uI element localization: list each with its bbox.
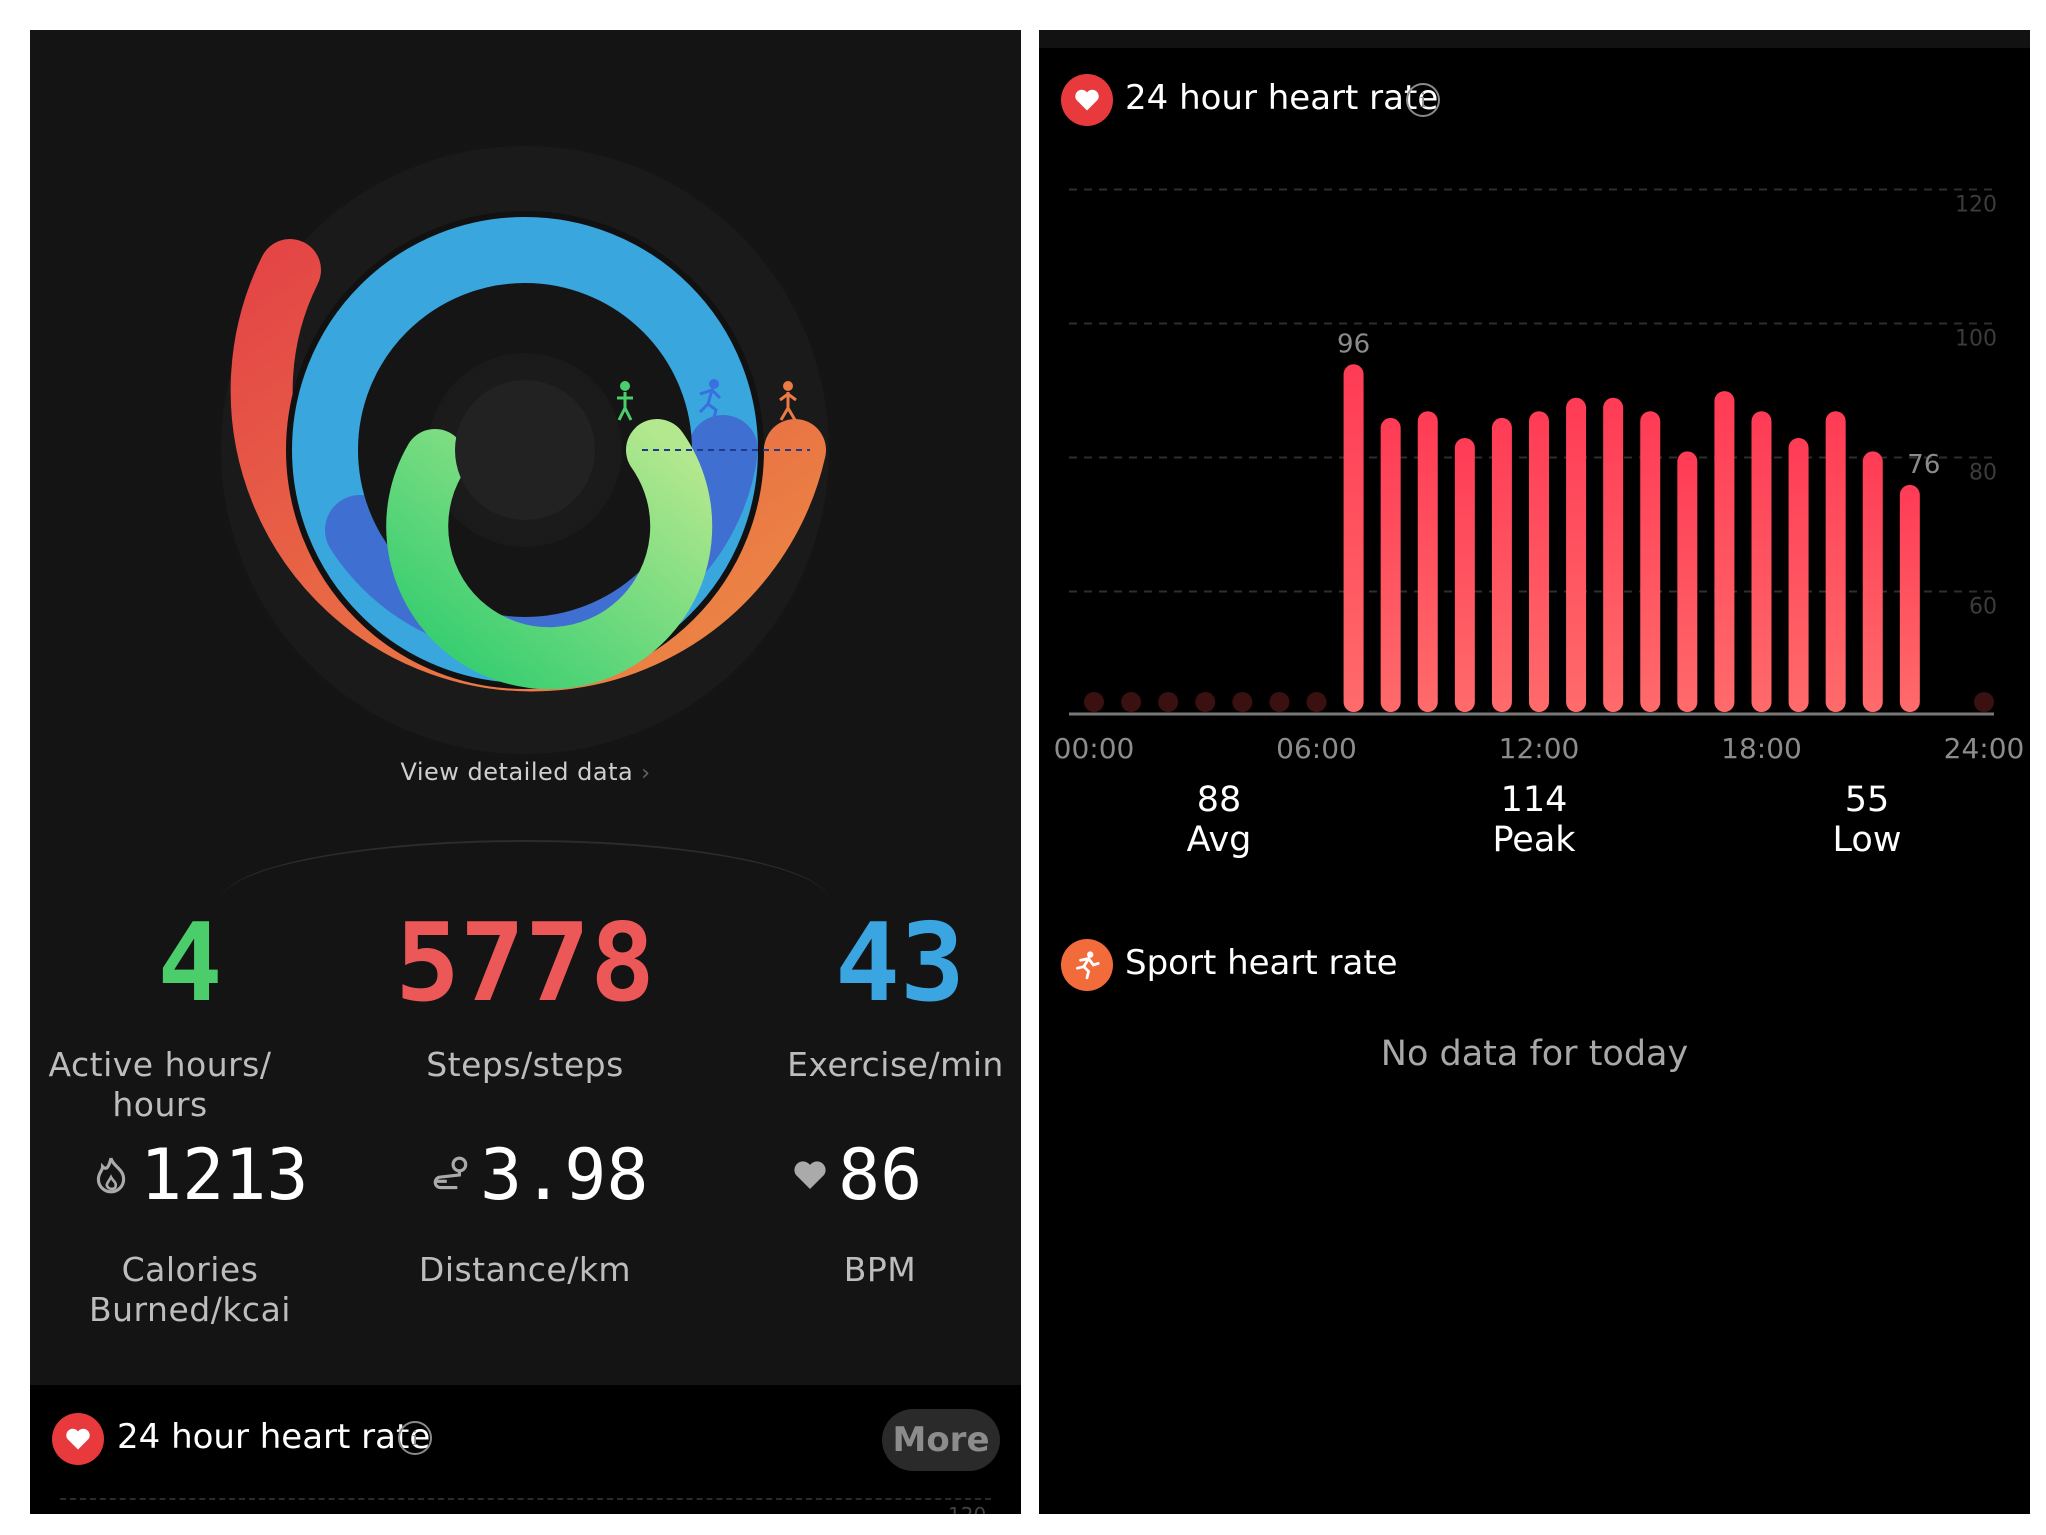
calories-stat: 1213 bbox=[90, 1140, 309, 1210]
heart-icon bbox=[794, 1161, 826, 1189]
steps-label: Steps/steps bbox=[426, 1045, 624, 1084]
y-tick-label: 60 bbox=[1969, 595, 1997, 620]
heart-rate-bar bbox=[1491, 417, 1512, 712]
active-hours-label-line2: hours bbox=[112, 1085, 208, 1124]
x-tick-label: 06:00 bbox=[1276, 732, 1357, 765]
steps-ring bbox=[386, 419, 713, 690]
activity-rings[interactable]: View detailed data › bbox=[30, 30, 1021, 790]
empty-hour-marker bbox=[1084, 692, 1104, 712]
heart-rate-bar bbox=[1529, 411, 1549, 712]
heart-rate-bar bbox=[1899, 484, 1920, 712]
summary-peak: 114 Peak bbox=[1434, 780, 1634, 860]
bar-value-label: 76 bbox=[1907, 450, 1940, 480]
heart-rate-bar bbox=[1454, 438, 1475, 712]
exercise-label: Exercise/min bbox=[787, 1045, 1004, 1084]
y-tick-label: 120 bbox=[1955, 193, 1997, 218]
heart-rate-card[interactable]: 24 hour heart rate i More 120 bbox=[30, 1385, 1021, 1514]
more-button[interactable]: More bbox=[882, 1409, 1000, 1471]
bpm-stat: 86 bbox=[790, 1140, 922, 1210]
heart-rate-bar bbox=[1825, 411, 1846, 712]
sport-heart-rate-title: Sport heart rate bbox=[1125, 943, 1398, 983]
active-hours-label-line1: Active hours/ bbox=[48, 1045, 272, 1084]
person-icon bbox=[779, 381, 797, 421]
heart-rate-card-title: 24 hour heart rate bbox=[117, 1417, 431, 1457]
heart-rate-bar bbox=[1714, 391, 1735, 712]
chevron-right-icon: › bbox=[641, 761, 651, 786]
heart-rate-bar bbox=[1603, 397, 1624, 712]
x-tick-label: 18:00 bbox=[1721, 732, 1802, 765]
x-tick-label: 00:00 bbox=[1054, 732, 1135, 765]
empty-hour-marker bbox=[1158, 692, 1179, 712]
y-tick-label: 100 bbox=[1955, 327, 1997, 352]
heart-rate-bar bbox=[1640, 411, 1661, 712]
x-tick-label: 24:00 bbox=[1944, 732, 2025, 765]
empty-hour-marker bbox=[1121, 692, 1142, 712]
view-detailed-data-label: View detailed data bbox=[400, 758, 634, 786]
heart-rate-bar bbox=[1417, 411, 1438, 712]
bpm-label: BPM bbox=[843, 1250, 917, 1289]
info-icon[interactable]: i bbox=[398, 1421, 432, 1455]
heart-rate-bar bbox=[1788, 438, 1809, 712]
route-icon bbox=[433, 1156, 468, 1190]
summary-avg: 88 Avg bbox=[1119, 780, 1319, 860]
flame-icon bbox=[96, 1157, 126, 1194]
grid-line bbox=[60, 1498, 991, 1500]
top-bar bbox=[1039, 30, 2030, 48]
active-hours-value: 4 bbox=[157, 901, 223, 1026]
heart-rate-panel: 24 hour heart rate i 60 80 100 120 96 76 00:00… bbox=[1039, 30, 2030, 1514]
activity-panel: View detailed data › 4 Active hours/ hour… bbox=[30, 30, 1021, 1514]
summary-low: 55 Low bbox=[1767, 780, 1967, 860]
distance-label: Distance/km bbox=[418, 1250, 632, 1289]
heart-rate-bar bbox=[1380, 417, 1401, 712]
calories-label: Calories Burned/kcai bbox=[89, 1250, 291, 1329]
distance-value: 3.98 bbox=[480, 1134, 649, 1216]
view-detailed-data-link[interactable]: View detailed data › bbox=[30, 758, 1021, 786]
low-label: Low bbox=[1832, 820, 1902, 860]
empty-hour-marker bbox=[1269, 692, 1290, 712]
heart-rate-bar bbox=[1343, 364, 1364, 712]
y-tick-label: 80 bbox=[1969, 461, 1997, 486]
empty-hour-marker bbox=[1306, 692, 1327, 712]
calories-value: 1213 bbox=[140, 1134, 309, 1216]
heart-rate-title: 24 hour heart rate bbox=[1125, 78, 1439, 118]
heart-rate-bar bbox=[1862, 451, 1883, 712]
bpm-value: 86 bbox=[838, 1134, 923, 1216]
no-data-message: No data for today bbox=[1380, 1034, 1689, 1074]
distance-stat: 3.98 bbox=[430, 1140, 649, 1210]
empty-hour-marker bbox=[1195, 692, 1216, 712]
peak-value: 114 bbox=[1500, 780, 1568, 820]
section-divider bbox=[220, 840, 830, 902]
running-icon bbox=[1061, 939, 1113, 991]
bar-value-label: 96 bbox=[1337, 329, 1370, 359]
heart-rate-chart: 60 80 100 120 96 76 00:00 06:00 12:00 18:00 24:00 bbox=[1054, 188, 2025, 765]
low-value: 55 bbox=[1844, 780, 1890, 820]
avg-value: 88 bbox=[1196, 780, 1242, 820]
active-hours-label: Active hours/ hours bbox=[30, 1045, 290, 1125]
heart-rate-bar bbox=[1566, 397, 1587, 712]
partial-tick-label: 120 bbox=[948, 1503, 986, 1514]
info-icon[interactable]: i bbox=[1406, 83, 1440, 117]
x-tick-label: 12:00 bbox=[1499, 732, 1580, 765]
heart-rate-bar bbox=[1677, 451, 1698, 712]
rings-graphic bbox=[195, 120, 855, 780]
steps-value: 5778 bbox=[394, 901, 656, 1026]
empty-hour-marker bbox=[1974, 692, 1994, 712]
empty-hour-marker bbox=[1232, 692, 1253, 712]
heart-badge-icon bbox=[52, 1413, 104, 1465]
walk-icon bbox=[617, 381, 633, 421]
exercise-value: 43 bbox=[834, 901, 966, 1026]
avg-label: Avg bbox=[1186, 820, 1252, 860]
heart-rate-bar bbox=[1751, 411, 1772, 712]
heart-badge-icon bbox=[1061, 74, 1113, 126]
run-icon bbox=[698, 379, 722, 419]
peak-label: Peak bbox=[1492, 820, 1576, 860]
